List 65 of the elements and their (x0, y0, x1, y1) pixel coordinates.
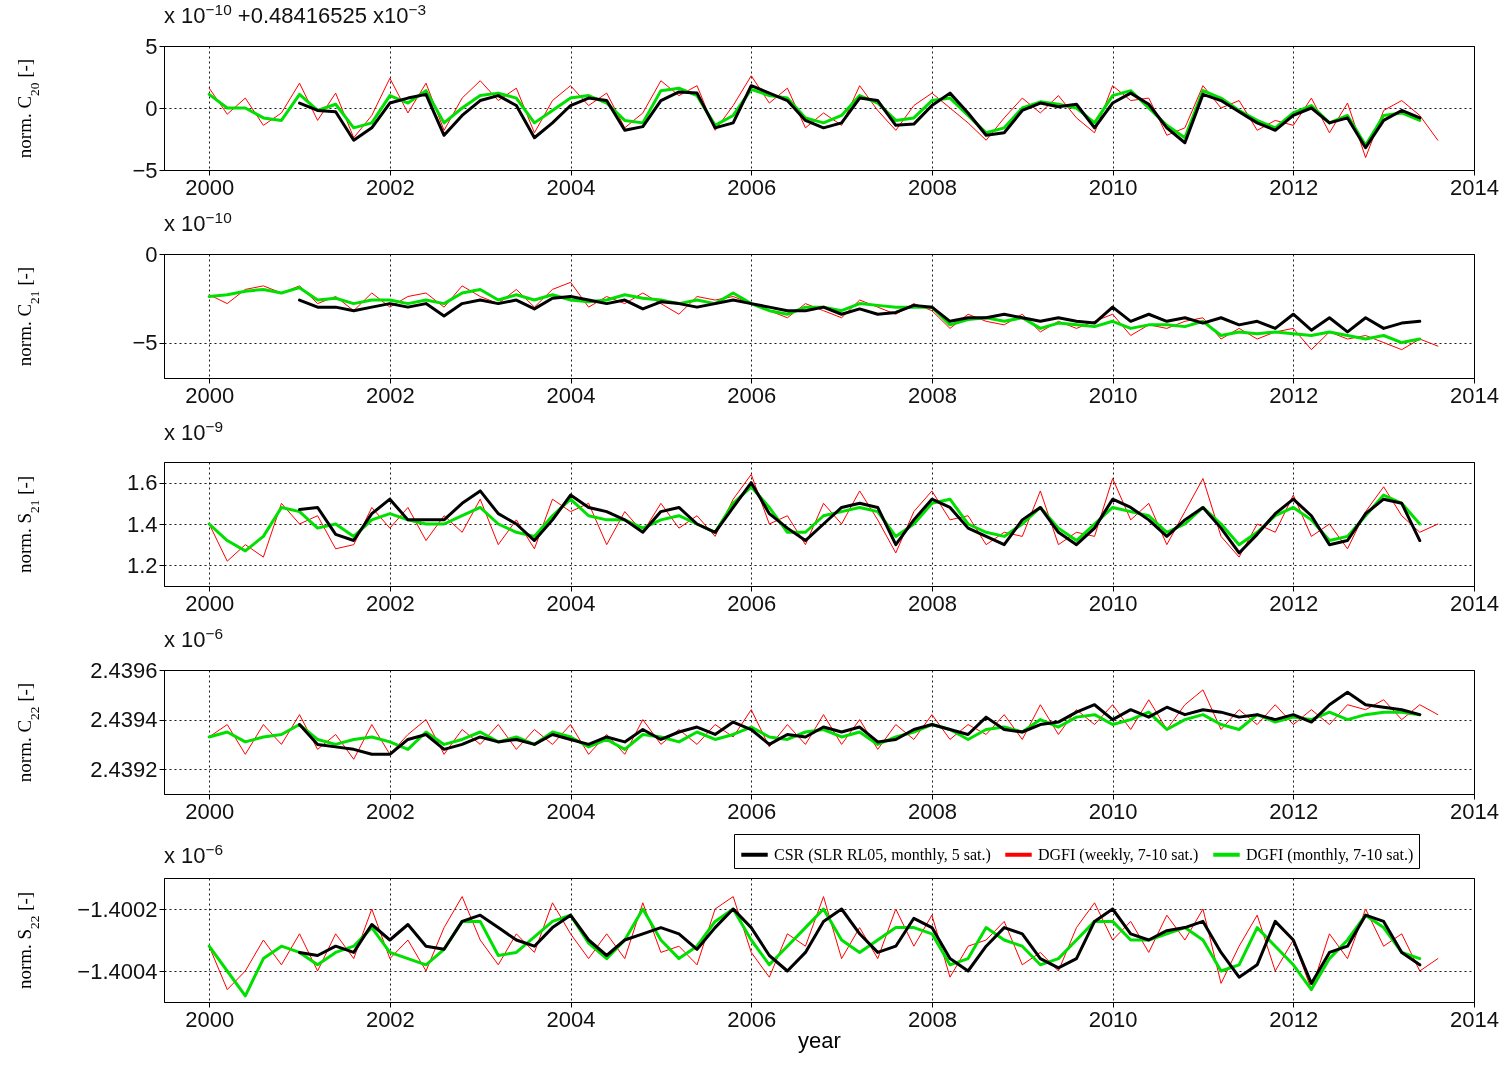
line-series (208, 75, 1439, 159)
x-tick-label: 2002 (365, 1006, 415, 1032)
x-tick-label: 2000 (185, 382, 235, 408)
line-series (208, 896, 1439, 991)
x-tick-label: 2008 (907, 174, 957, 200)
text: x 10$^{−10}$ +0.48416525 x10$^{−3}$ (164, 0, 427, 29)
x-tick-label: 2010 (1088, 174, 1138, 200)
y-tick-label: 0 (145, 241, 158, 267)
y-tick-label: 0 (145, 95, 158, 121)
x-tick-label: 2010 (1088, 590, 1138, 616)
y-tick-label: −5 (132, 330, 158, 356)
legend-label: DGFI (weekly, 7-10 sat.) (1038, 845, 1199, 864)
x-tick-label: 2006 (727, 174, 777, 200)
y-tick-label: −1.4002 (77, 896, 158, 922)
y-tick-label: 2.4394 (90, 707, 158, 733)
x-tick-label: 2004 (546, 798, 596, 824)
y-tick-label: 2.4392 (90, 756, 158, 782)
x-tick-label: 2012 (1269, 590, 1319, 616)
x-tick-label: 2004 (546, 174, 596, 200)
x-tick-label: 2008 (907, 382, 957, 408)
y-tick-label: 1.2 (126, 552, 158, 578)
x-tick-label: 2004 (546, 590, 596, 616)
y-tick-label: 2.4396 (90, 657, 158, 683)
legend-label: DGFI (monthly, 7-10 sat.) (1246, 845, 1414, 864)
x-tick-label: 2006 (727, 590, 777, 616)
y-tick-label: −1.4004 (77, 958, 158, 984)
x-axis-title: year (798, 1027, 841, 1053)
y-tick-label: 1.4 (126, 511, 158, 537)
line-series (208, 473, 1439, 562)
x-tick-label: 2000 (185, 798, 235, 824)
text: x 10$^{−6}$ (164, 840, 224, 868)
x-tick-label: 2006 (727, 382, 777, 408)
x-tick-label: 2014 (1450, 382, 1499, 408)
x-tick-label: 2000 (185, 590, 235, 616)
y-tick-label: 1.6 (126, 470, 158, 496)
text: x 10$^{−10}$ (164, 208, 232, 237)
x-tick-label: 2002 (365, 798, 415, 824)
x-tick-label: 2010 (1088, 798, 1138, 824)
text: x 10$^{−9}$ (164, 417, 224, 446)
x-tick-label: 2006 (727, 798, 777, 824)
x-tick-label: 2002 (365, 590, 415, 616)
x-tick-label: 2012 (1269, 174, 1319, 200)
x-tick-label: 2010 (1088, 1006, 1138, 1032)
x-tick-label: 2008 (907, 1006, 957, 1032)
y-tick-label: −5 (132, 157, 158, 183)
x-tick-label: 2010 (1088, 382, 1138, 408)
x-tick-label: 2002 (365, 382, 415, 408)
x-tick-label: 2014 (1450, 798, 1499, 824)
x-tick-label: 2008 (907, 798, 957, 824)
x-tick-label: 2004 (546, 382, 596, 408)
legend-label: CSR (SLR RL05, monthly, 5 sat.) (774, 845, 991, 864)
text: x 10$^{−6}$ (164, 624, 224, 653)
x-tick-label: 2002 (365, 174, 415, 200)
x-tick-label: 2012 (1269, 382, 1319, 408)
x-tick-label: 2008 (907, 590, 957, 616)
x-tick-label: 2014 (1450, 174, 1499, 200)
x-tick-label: 2014 (1450, 590, 1499, 616)
x-tick-label: 2012 (1269, 798, 1319, 824)
x-tick-label: 2000 (185, 1006, 235, 1032)
x-tick-label: 2014 (1450, 1006, 1499, 1032)
y-tick-label: 5 (145, 33, 158, 59)
x-tick-label: 2000 (185, 174, 235, 200)
x-tick-label: 2006 (727, 1006, 777, 1032)
x-tick-label: 2012 (1269, 1006, 1319, 1032)
x-tick-label: 2004 (546, 1006, 596, 1032)
